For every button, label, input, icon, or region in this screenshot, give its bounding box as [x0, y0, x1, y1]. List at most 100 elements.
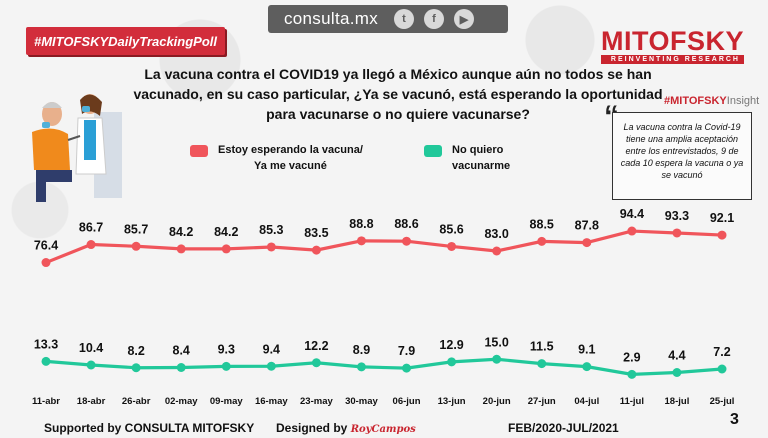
data-label-no-quiero: 12.2: [304, 339, 328, 353]
patient-shirt: [32, 128, 70, 170]
patient-mask: [42, 122, 50, 128]
data-point-esperando: [672, 228, 682, 238]
hashtag-badge: #MITOFSKYDailyTrackingPoll: [26, 27, 226, 55]
data-label-no-quiero: 8.2: [127, 344, 144, 358]
syringe: [67, 135, 81, 141]
data-point-esperando: [537, 236, 547, 246]
data-point-esperando: [221, 244, 231, 254]
data-label-esperando: 85.6: [439, 222, 463, 236]
x-tick-label: 23-may: [300, 396, 333, 407]
footer-supported: Supported by CONSULTA MITOFSKY: [44, 421, 255, 435]
data-label-esperando: 93.3: [665, 209, 689, 223]
data-point-esperando: [717, 230, 727, 240]
data-point-no-quiero: [627, 369, 637, 379]
data-point-esperando: [176, 244, 186, 254]
data-label-esperando: 94.4: [620, 207, 644, 221]
site-domain[interactable]: consulta.mx: [284, 9, 379, 28]
data-point-no-quiero: [41, 356, 51, 366]
series-line-esperando: [45, 229, 723, 265]
twitter-icon[interactable]: t: [394, 9, 415, 29]
data-label-no-quiero: 7.9: [398, 344, 415, 358]
data-point-no-quiero: [717, 364, 727, 374]
patient-pants: [36, 170, 72, 182]
insight-box: La vacuna contra la Covid-19 tiene una a…: [612, 112, 752, 200]
data-point-no-quiero: [356, 362, 366, 372]
data-point-esperando: [492, 246, 502, 256]
x-tick-label: 16-may: [255, 396, 288, 407]
data-point-esperando: [356, 236, 366, 246]
data-label-esperando: 88.8: [349, 217, 373, 231]
x-tick-label: 09-may: [210, 396, 243, 407]
data-point-no-quiero: [131, 363, 141, 373]
data-point-no-quiero: [311, 358, 321, 368]
brand-tagline: REINVENTING RESEARCH: [600, 55, 744, 64]
x-tick-label: 25-jul: [710, 396, 735, 407]
data-label-no-quiero: 8.9: [353, 343, 370, 357]
data-label-esperando: 87.8: [575, 219, 599, 233]
data-point-no-quiero: [402, 363, 412, 373]
legend-label-esperando: Estoy esperando la vacuna/ Ya me vacuné: [218, 144, 363, 172]
site-banner[interactable]: consulta.mx t f ▶: [268, 5, 508, 33]
legend-swatch-red: [190, 145, 208, 157]
data-label-no-quiero: 15.0: [484, 335, 508, 349]
data-point-no-quiero: [447, 357, 457, 367]
vaccination-illustration: [32, 94, 122, 202]
data-point-no-quiero: [537, 359, 547, 369]
x-tick-label: 02-may: [165, 396, 198, 407]
data-point-no-quiero: [582, 362, 592, 372]
data-point-esperando: [311, 245, 321, 255]
data-label-esperando: 84.2: [169, 225, 193, 239]
data-point-no-quiero: [86, 360, 96, 370]
x-tick-label: 11-jul: [620, 396, 644, 407]
x-tick-label: 06-jun: [393, 396, 421, 407]
data-label-esperando: 83.5: [304, 226, 328, 240]
data-label-no-quiero: 9.1: [578, 343, 595, 357]
data-label-esperando: 85.3: [259, 223, 283, 237]
facebook-icon[interactable]: f: [424, 9, 445, 29]
x-tick-label: 30-may: [345, 396, 378, 407]
data-label-esperando: 83.0: [484, 227, 508, 241]
x-tick-label: 13-jun: [438, 396, 466, 407]
x-tick-label: 18-jul: [665, 396, 690, 407]
data-point-esperando: [627, 226, 637, 236]
data-label-esperando: 88.5: [530, 217, 554, 231]
legend-label-no-quiero: No quiero vacunarme: [452, 144, 511, 172]
data-label-no-quiero: 4.4: [668, 349, 685, 363]
youtube-icon[interactable]: ▶: [454, 9, 475, 29]
x-tick-label: 18-abr: [77, 396, 106, 407]
data-label-esperando: 88.6: [394, 217, 418, 231]
legend-swatch-green: [424, 145, 442, 157]
data-point-esperando: [582, 238, 592, 248]
series-line-no-quiero: [45, 357, 723, 376]
data-label-esperando: 86.7: [79, 221, 103, 235]
data-label-no-quiero: 7.2: [713, 345, 730, 359]
data-point-esperando: [131, 241, 141, 251]
data-label-no-quiero: 8.4: [173, 344, 190, 358]
footer-designed: Designed by RoyCampos: [276, 421, 416, 435]
designer-signature: RoyCampos: [350, 424, 416, 435]
survey-question: La vacuna contra el COVID19 ya llegó a M…: [133, 66, 663, 122]
data-label-no-quiero: 13.3: [34, 337, 58, 351]
x-tick-label: 20-jun: [483, 396, 511, 407]
legend-item-no-quiero: No quiero vacunarme: [424, 142, 510, 174]
data-label-no-quiero: 10.4: [79, 341, 103, 355]
data-point-no-quiero: [266, 361, 276, 371]
data-point-no-quiero: [176, 363, 186, 372]
legend-item-esperando: Estoy esperando la vacuna/ Ya me vacuné: [190, 142, 363, 174]
data-point-esperando: [402, 236, 412, 246]
data-point-esperando: [86, 240, 96, 250]
x-tick-label: 04-jul: [574, 396, 599, 407]
data-point-no-quiero: [221, 361, 231, 371]
data-label-no-quiero: 2.9: [623, 350, 640, 364]
footer-period: FEB/2020-JUL/2021: [508, 421, 619, 435]
data-point-no-quiero: [492, 354, 502, 364]
data-point-esperando: [266, 242, 276, 252]
data-label-no-quiero: 9.4: [263, 342, 280, 356]
data-label-no-quiero: 11.5: [530, 340, 554, 354]
nurse-mask: [82, 106, 90, 112]
page-number: 3: [730, 411, 739, 428]
insight-label: #MITOFSKYInsight: [664, 95, 760, 107]
x-tick-label: 11-abr: [32, 396, 60, 407]
